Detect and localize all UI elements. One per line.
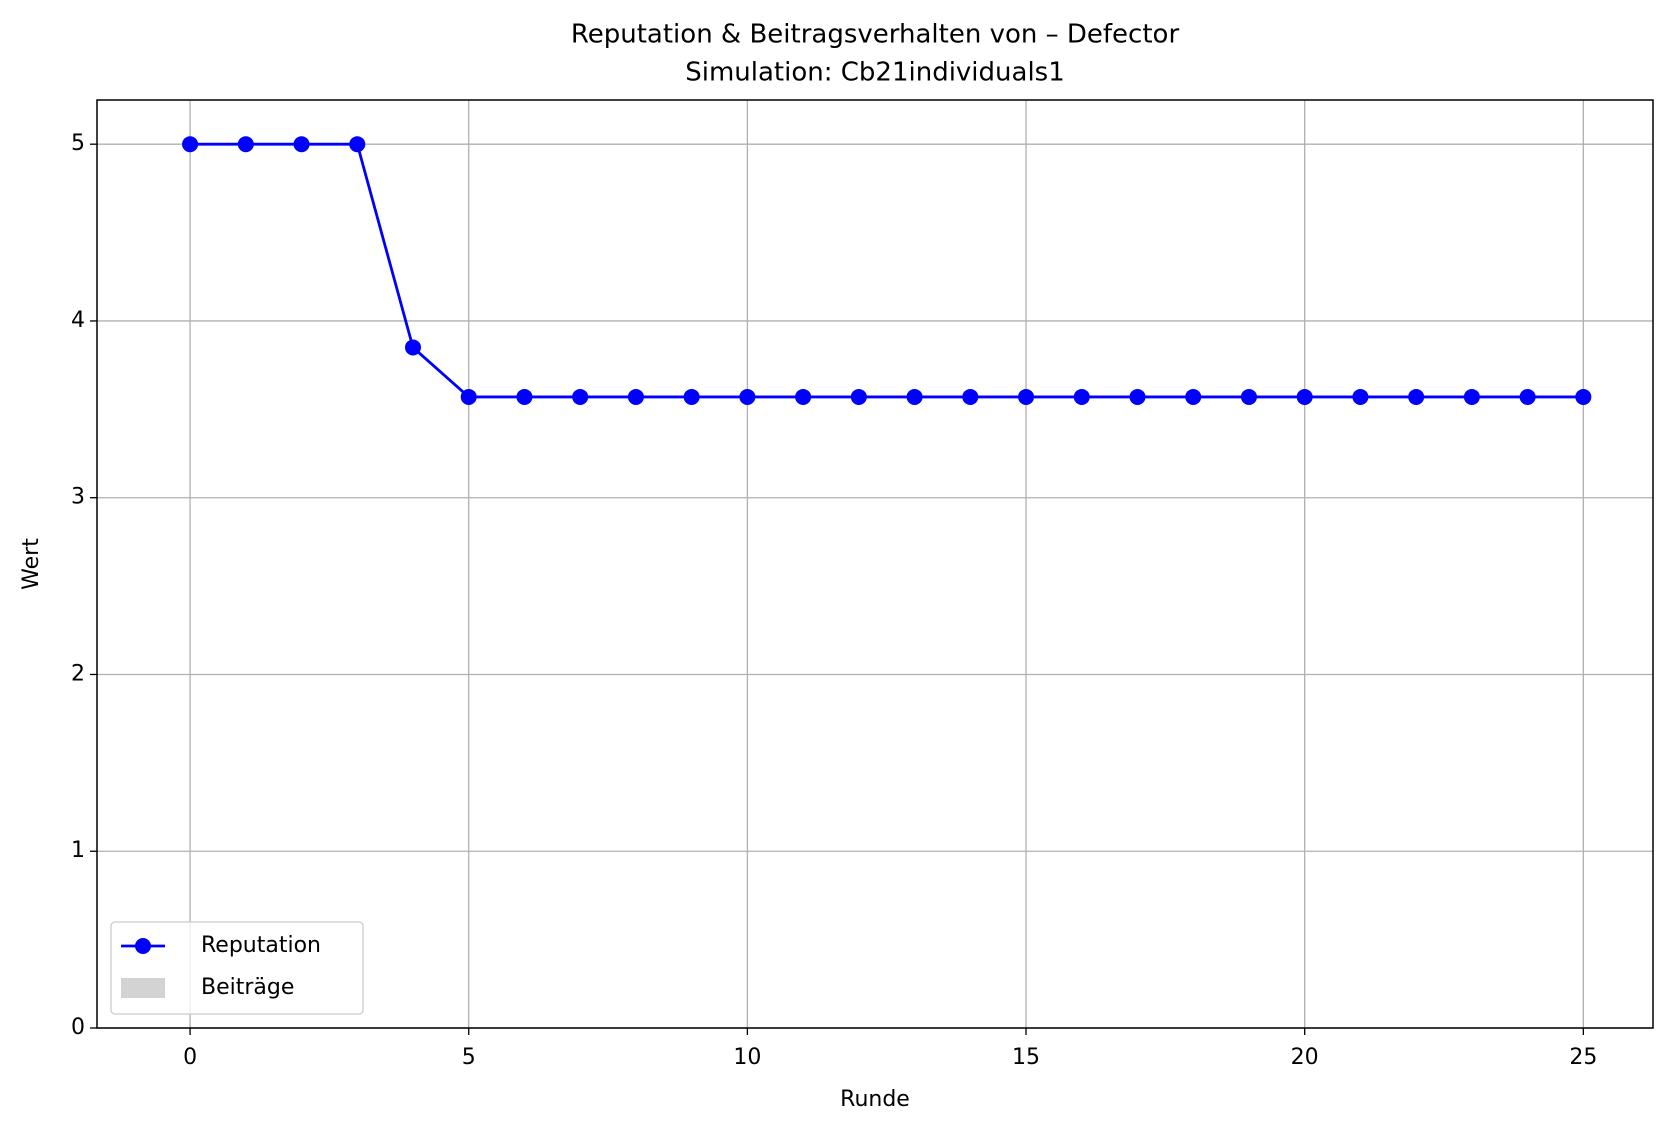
marker <box>404 339 421 356</box>
marker <box>293 136 310 153</box>
plot-frame <box>96 99 1654 1029</box>
marker <box>739 388 756 405</box>
y-tick-label: 5 <box>71 131 85 156</box>
marker <box>1185 388 1202 405</box>
marker <box>1519 388 1536 405</box>
marker <box>1129 388 1146 405</box>
marker <box>683 388 700 405</box>
marker <box>795 388 812 405</box>
marker <box>1408 388 1425 405</box>
marker <box>850 388 867 405</box>
marker <box>627 388 644 405</box>
x-tick-label: 15 <box>1012 1045 1040 1070</box>
legend-marker <box>135 938 151 954</box>
marker <box>572 388 589 405</box>
x-tick-label: 5 <box>462 1045 476 1070</box>
x-tick-label: 25 <box>1569 1045 1597 1070</box>
marker <box>516 388 533 405</box>
line <box>190 142 1584 399</box>
chart-subtitle: Simulation: Cb21individuals1 <box>685 58 1065 88</box>
y-tick-label: 4 <box>71 308 85 333</box>
marker <box>1296 388 1313 405</box>
marker <box>1240 388 1257 405</box>
marker <box>1575 388 1592 405</box>
y-tick-label: 2 <box>71 661 85 686</box>
y-tick-label: 3 <box>71 485 85 510</box>
marker <box>182 136 199 153</box>
marker <box>349 136 366 153</box>
legend-label: Reputation <box>201 933 321 958</box>
marker <box>237 136 254 153</box>
marker <box>1352 388 1369 405</box>
y-axis-label: Wert <box>19 538 44 590</box>
chart-title: Reputation & Beitragsverhalten von – Def… <box>571 20 1180 50</box>
marker <box>1018 388 1035 405</box>
y-tick-label: 0 <box>71 1015 85 1040</box>
legend-label: Beiträge <box>201 975 294 1000</box>
x-axis-label: Runde <box>840 1087 910 1112</box>
x-tick-label: 10 <box>733 1045 761 1070</box>
y-tick-label: 1 <box>71 838 85 863</box>
legend-swatch <box>121 978 165 998</box>
marker <box>906 388 923 405</box>
marker <box>460 388 477 405</box>
x-tick-label: 20 <box>1291 1045 1319 1070</box>
legend-box <box>110 921 364 1015</box>
x-tick-label: 0 <box>183 1045 197 1070</box>
marker <box>1463 388 1480 405</box>
marker <box>962 388 979 405</box>
marker <box>1073 388 1090 405</box>
